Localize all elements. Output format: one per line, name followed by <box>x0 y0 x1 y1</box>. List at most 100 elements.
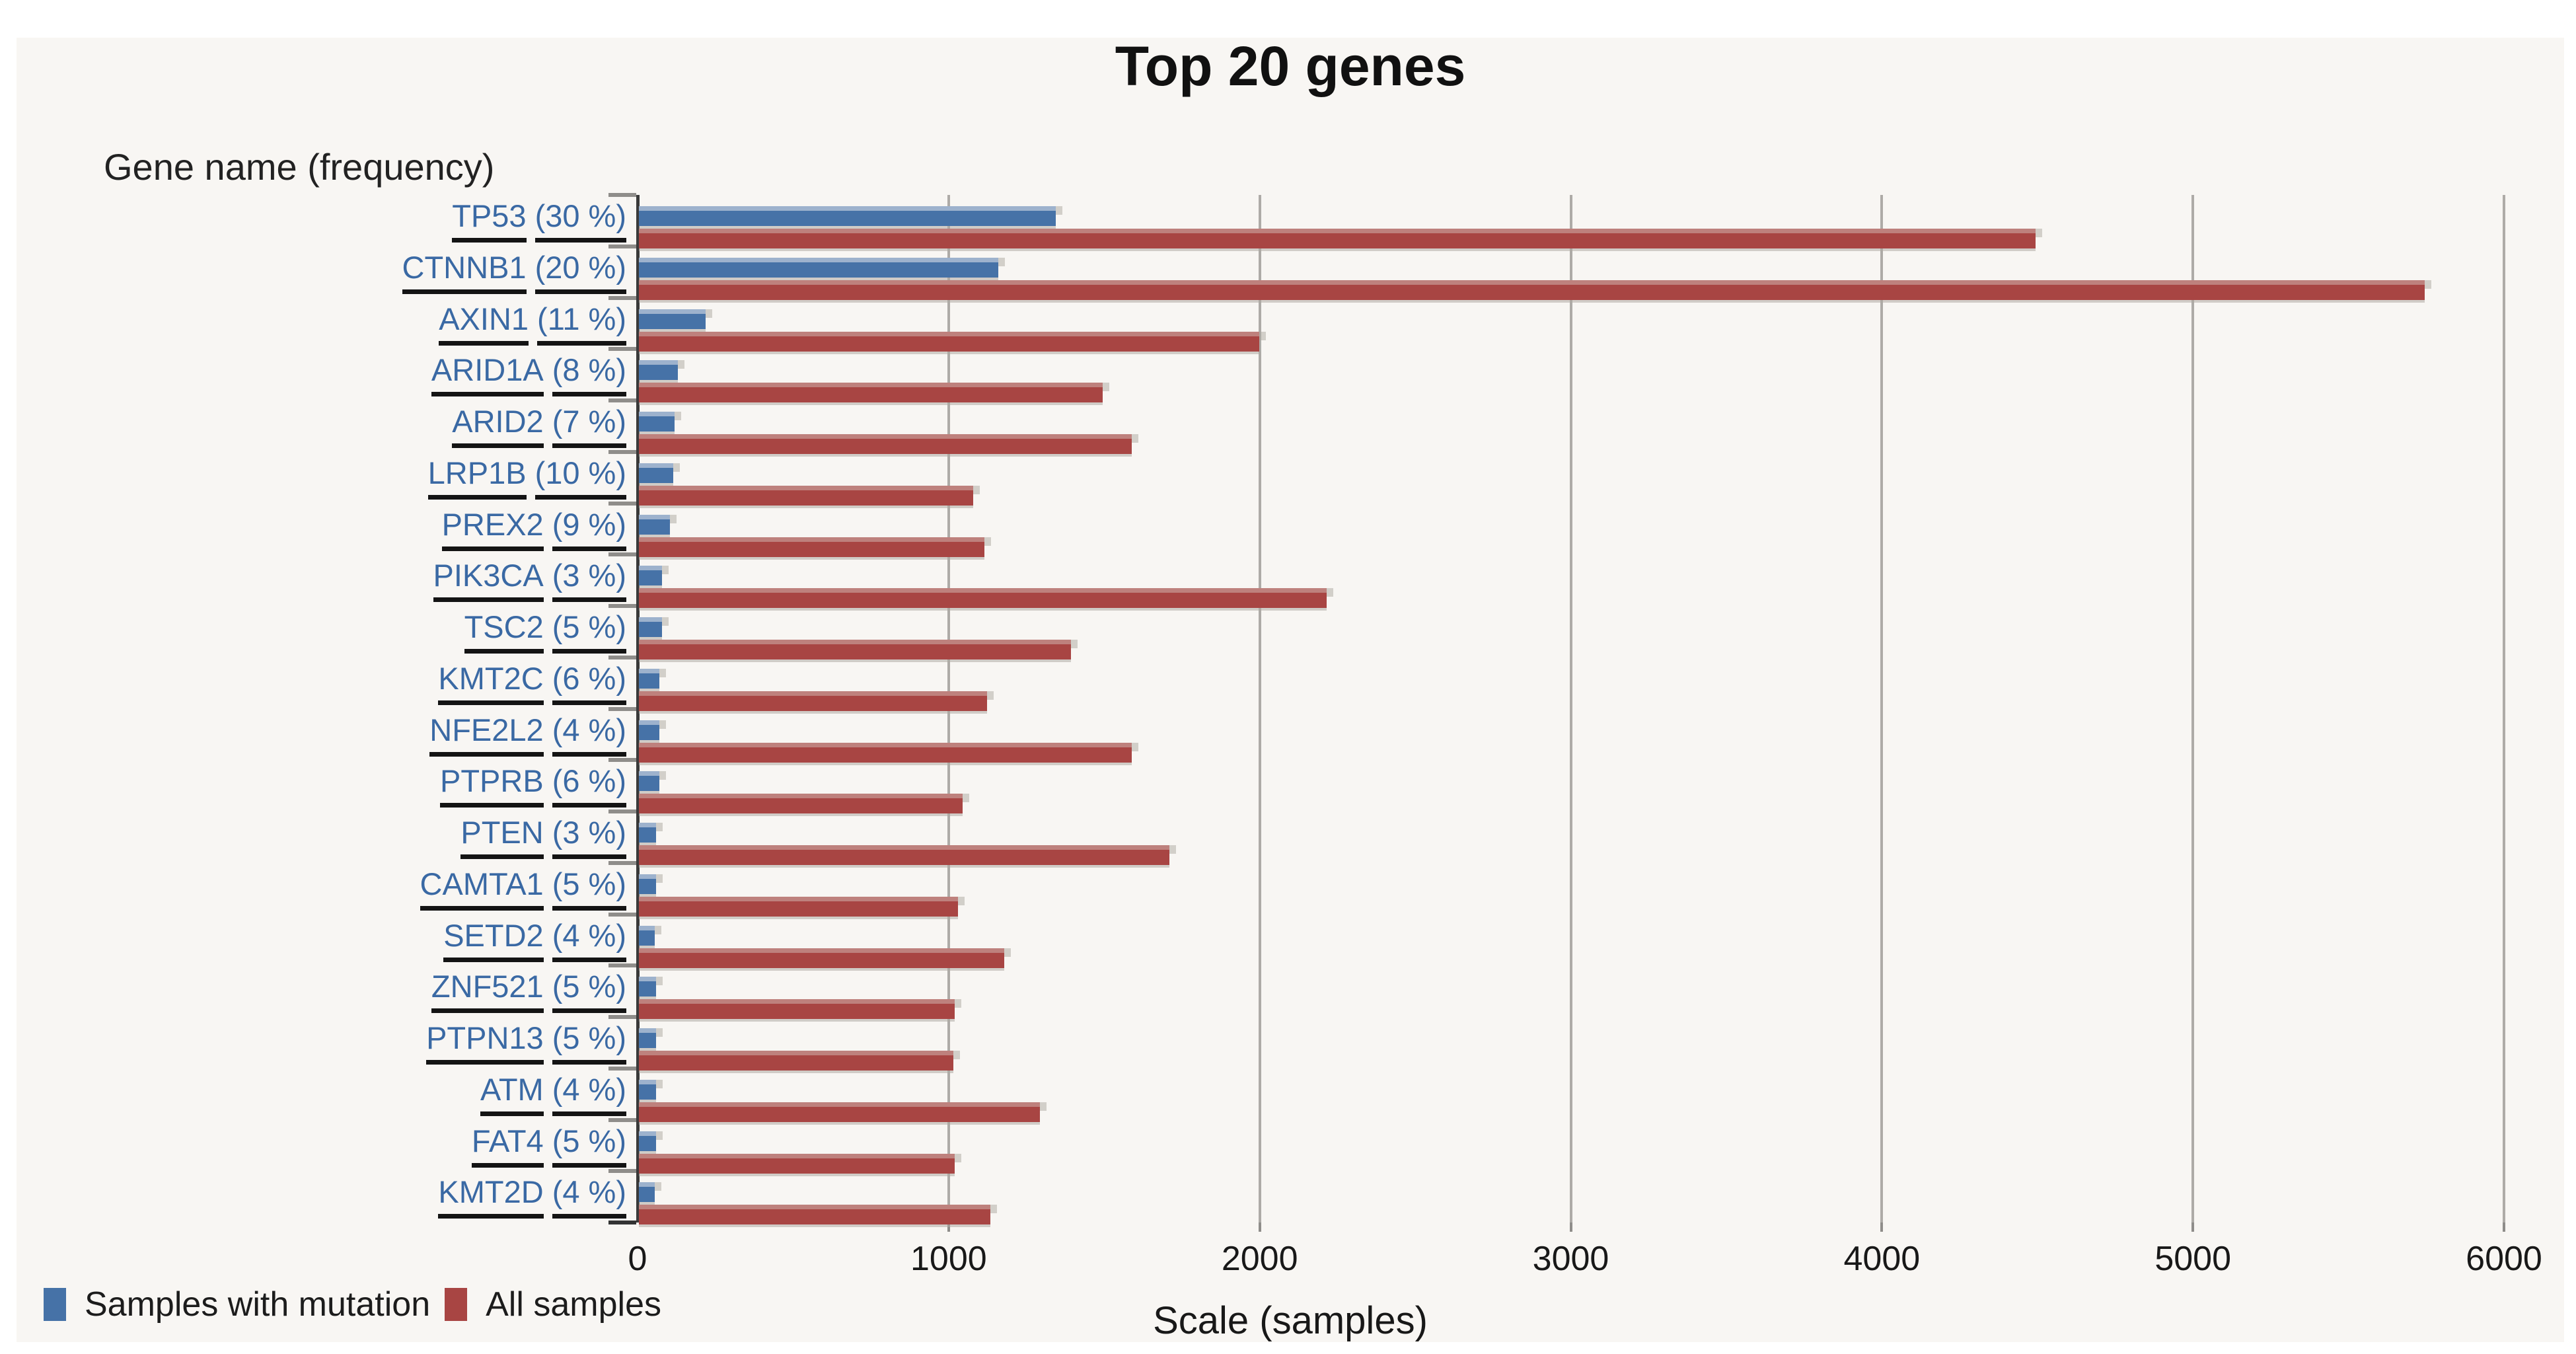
gene-frequency[interactable]: (3 %) <box>552 557 626 603</box>
gridline <box>1880 195 1884 1222</box>
gene-label-link[interactable]: PTPN13 (5 %) <box>0 1020 626 1065</box>
gene-label-link[interactable]: KMT2D (4 %) <box>0 1174 626 1219</box>
gene-name[interactable]: TSC2 <box>464 609 544 654</box>
legend: Samples with mutation All samples <box>44 1285 661 1324</box>
gene-label-link[interactable]: ATM (4 %) <box>0 1071 626 1116</box>
x-axis-label: Scale (samples) <box>1153 1299 1428 1342</box>
all-samples-bar <box>639 1051 960 1071</box>
gene-label-link[interactable]: TP53 (30 %) <box>0 198 626 243</box>
mutation-bar <box>639 874 663 894</box>
gene-row: FAT4 (5 %) <box>0 1120 2576 1174</box>
mutation-bar <box>639 309 712 329</box>
gene-frequency[interactable]: (11 %) <box>537 301 626 346</box>
gene-label-link[interactable]: KMT2C (6 %) <box>0 660 626 705</box>
gene-row: ATM (4 %) <box>0 1069 2576 1122</box>
all-samples-bar <box>639 999 961 1020</box>
gene-frequency[interactable]: (20 %) <box>534 249 626 294</box>
all-samples-bar <box>639 794 969 814</box>
all-samples-bar <box>639 434 1138 454</box>
row-tick <box>608 809 636 813</box>
gene-frequency[interactable]: (4 %) <box>552 917 626 962</box>
gene-frequency[interactable]: (7 %) <box>552 403 626 448</box>
gene-label-link[interactable]: LRP1B (10 %) <box>0 455 626 500</box>
mutation-bar <box>639 1028 663 1048</box>
gene-frequency[interactable]: (5 %) <box>552 1020 626 1065</box>
x-tick-label: 3000 <box>1532 1240 1609 1278</box>
gene-frequency[interactable]: (5 %) <box>552 609 626 654</box>
gene-label-link[interactable]: PIK3CA (3 %) <box>0 557 626 603</box>
gene-row: KMT2C (6 %) <box>0 658 2576 711</box>
gene-name[interactable]: PTEN <box>460 814 544 859</box>
legend-item-all-samples: All samples <box>445 1285 661 1324</box>
gene-name[interactable]: KMT2D <box>438 1174 544 1219</box>
gene-label-link[interactable]: ZNF521 (5 %) <box>0 968 626 1014</box>
gene-frequency[interactable]: (6 %) <box>552 763 626 808</box>
x-axis-tick <box>2191 1222 2195 1232</box>
gene-name[interactable]: ATM <box>480 1071 544 1116</box>
gene-frequency[interactable]: (3 %) <box>552 814 626 859</box>
gene-name[interactable]: SETD2 <box>443 917 544 962</box>
gene-frequency[interactable]: (10 %) <box>534 455 626 500</box>
mutation-bar <box>639 720 666 740</box>
gene-name[interactable]: CTNNB1 <box>402 249 527 294</box>
gene-frequency[interactable]: (5 %) <box>552 866 626 911</box>
gene-name[interactable]: TP53 <box>452 198 527 243</box>
gene-row: ARID2 (7 %) <box>0 400 2576 454</box>
x-tick-label: 5000 <box>2154 1240 2231 1278</box>
gene-frequency[interactable]: (4 %) <box>552 1174 626 1219</box>
gene-row: PTEN (3 %) <box>0 811 2576 865</box>
all-samples-legend-label: All samples <box>486 1285 661 1324</box>
mutation-bar <box>639 1131 663 1151</box>
gene-frequency[interactable]: (6 %) <box>552 660 626 705</box>
gene-name[interactable]: PIK3CA <box>433 557 544 603</box>
gene-label-link[interactable]: ARID1A (8 %) <box>0 352 626 397</box>
x-tick-label: 1000 <box>910 1240 987 1278</box>
gene-frequency[interactable]: (9 %) <box>552 506 626 551</box>
gene-label-link[interactable]: PTEN (3 %) <box>0 814 626 859</box>
gene-name[interactable]: PTPN13 <box>426 1020 544 1065</box>
gene-label-link[interactable]: CTNNB1 (20 %) <box>0 249 626 294</box>
legend-item-mutation: Samples with mutation <box>44 1285 430 1324</box>
gene-label-link[interactable]: FAT4 (5 %) <box>0 1123 626 1168</box>
gene-row: TP53 (30 %) <box>0 195 2576 248</box>
gene-name[interactable]: NFE2L2 <box>429 712 544 757</box>
gene-name[interactable]: KMT2C <box>438 660 544 705</box>
gene-frequency[interactable]: (5 %) <box>552 968 626 1014</box>
gridline <box>1258 195 1261 1222</box>
gene-name[interactable]: AXIN1 <box>439 301 529 346</box>
gene-frequency[interactable]: (30 %) <box>534 198 626 243</box>
gene-label-link[interactable]: SETD2 (4 %) <box>0 917 626 962</box>
gene-row: TSC2 (5 %) <box>0 606 2576 659</box>
row-tick <box>608 449 636 454</box>
gene-label-link[interactable]: CAMTA1 (5 %) <box>0 866 626 911</box>
gene-frequency[interactable]: (8 %) <box>552 352 626 397</box>
gene-frequency[interactable]: (4 %) <box>552 1071 626 1116</box>
gene-label-link[interactable]: PTPRB (6 %) <box>0 763 626 808</box>
gene-row: CTNNB1 (20 %) <box>0 246 2576 300</box>
gene-name[interactable]: PREX2 <box>441 506 544 551</box>
gene-label-link[interactable]: PREX2 (9 %) <box>0 506 626 551</box>
gene-label-link[interactable]: AXIN1 (11 %) <box>0 301 626 346</box>
gene-name[interactable]: LRP1B <box>427 455 527 500</box>
all-samples-bar <box>639 229 2042 248</box>
gene-name[interactable]: PTPRB <box>440 763 544 808</box>
gridline <box>2503 195 2505 1222</box>
gene-label-link[interactable]: NFE2L2 (4 %) <box>0 712 626 757</box>
gene-name[interactable]: ARID1A <box>431 352 544 397</box>
x-axis-tick <box>1258 1222 1261 1232</box>
all-samples-bar <box>639 691 994 711</box>
gene-name[interactable]: FAT4 <box>471 1123 544 1168</box>
gene-row: PREX2 (9 %) <box>0 504 2576 557</box>
mutation-bar <box>639 360 684 381</box>
all-samples-bar <box>639 485 980 506</box>
gene-name[interactable]: ARID2 <box>452 403 544 448</box>
gene-label-link[interactable]: TSC2 (5 %) <box>0 609 626 654</box>
gene-frequency[interactable]: (4 %) <box>552 712 626 757</box>
all-samples-bar <box>639 640 1078 659</box>
gene-label-link[interactable]: ARID2 (7 %) <box>0 403 626 448</box>
gene-frequency[interactable]: (5 %) <box>552 1123 626 1168</box>
gene-name[interactable]: CAMTA1 <box>420 866 544 911</box>
gene-name[interactable]: ZNF521 <box>431 968 544 1014</box>
row-tick <box>608 347 636 352</box>
